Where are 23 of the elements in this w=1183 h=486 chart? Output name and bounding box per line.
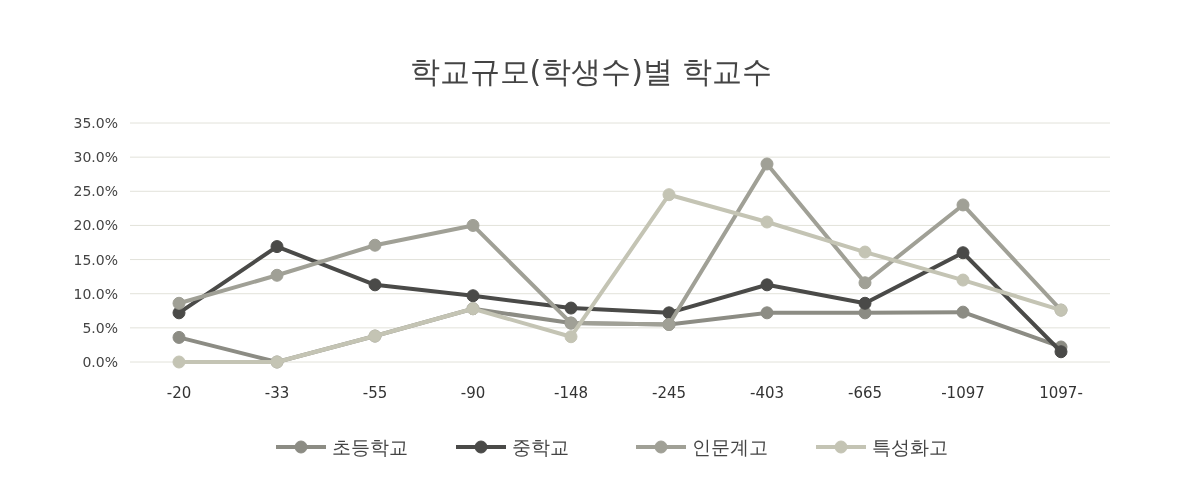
x-tick-label: -1097 [941, 384, 985, 402]
legend-label: 특성화고 [872, 436, 948, 458]
legend-label: 중학교 [512, 436, 569, 458]
x-tick-label: -403 [749, 384, 785, 402]
x-tick-label: -20 [166, 384, 192, 402]
y-tick-label: 5.0% [82, 319, 118, 336]
x-tick-label: -148 [553, 384, 589, 402]
x-tick-label: -55 [362, 384, 388, 402]
x-tick-label: 1097- [1039, 384, 1083, 402]
y-tick-label: 0.0% [82, 354, 118, 370]
x-tick-label: -33 [264, 384, 290, 402]
legend-label: 인문계고 [692, 436, 768, 458]
y-tick-label: 20.0% [73, 217, 118, 234]
y-tick-label: 25.0% [73, 183, 118, 200]
y-tick-label: 35.0% [73, 115, 118, 131]
x-tick-label: -90 [460, 384, 486, 402]
y-tick-label: 15.0% [73, 251, 118, 268]
x-tick-label: -665 [847, 384, 883, 402]
y-tick-label: 30.0% [73, 149, 118, 166]
x-tick-label: -245 [651, 384, 687, 402]
y-tick-label: 10.0% [73, 285, 118, 302]
legend-label: 초등학교 [332, 436, 408, 458]
title: 학교규모(학생수)별 학교수 [409, 54, 773, 89]
